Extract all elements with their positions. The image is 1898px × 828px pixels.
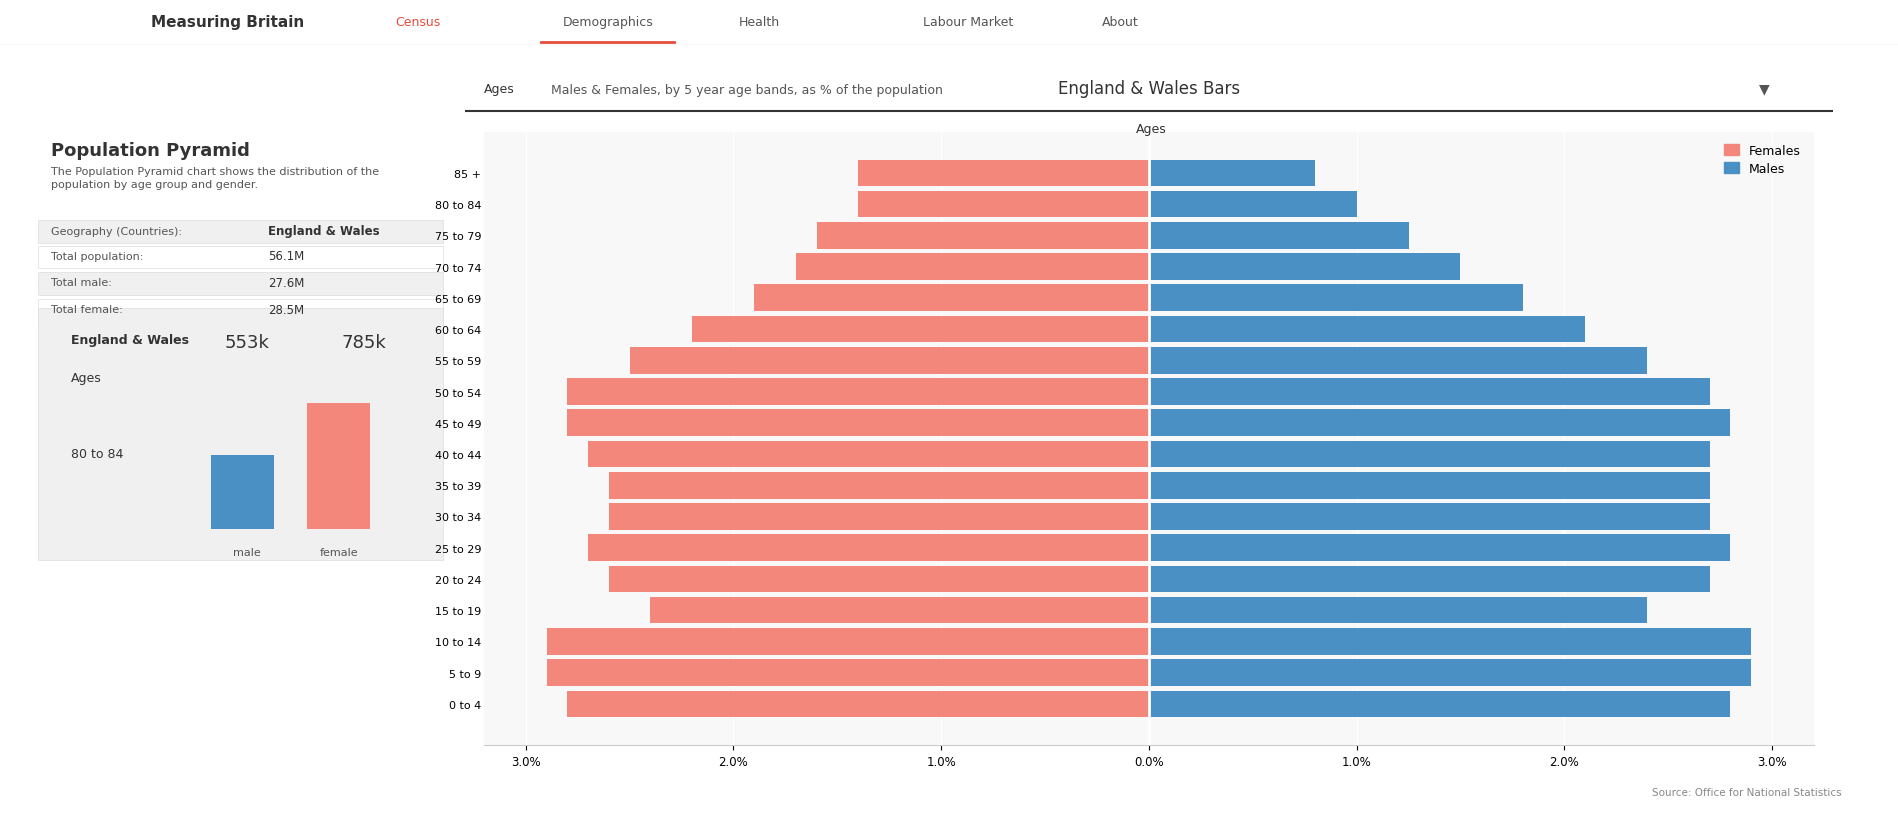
Text: Population Pyramid - Census: Population Pyramid - Census [702, 65, 1196, 93]
Text: Labour Market: Labour Market [922, 17, 1014, 29]
Text: male: male [233, 548, 260, 558]
Text: Total population:: Total population: [51, 252, 142, 262]
Bar [609, 503, 1148, 530]
Text: Health: Health [738, 17, 780, 29]
Bar [1148, 660, 1750, 686]
Bar [1148, 254, 1460, 281]
Text: 27.6M: 27.6M [268, 277, 304, 289]
Text: Measuring Britain: Measuring Britain [152, 15, 304, 31]
Text: Males & Females, by 5 year age bands, as % of the population: Males & Females, by 5 year age bands, as… [550, 84, 941, 97]
Bar [1148, 566, 1708, 593]
Bar [1148, 223, 1408, 249]
Bar [1148, 691, 1729, 717]
Text: The Population Pyramid chart shows the distribution of the
population by age gro: The Population Pyramid chart shows the d… [51, 167, 378, 190]
Bar [1148, 348, 1646, 374]
Bar [1148, 441, 1708, 468]
Bar [1148, 597, 1646, 623]
Text: 56.1M: 56.1M [268, 250, 304, 263]
Text: England & Wales: England & Wales [72, 334, 190, 347]
Bar [1148, 378, 1708, 405]
Text: 785k: 785k [342, 334, 385, 352]
Bar [691, 316, 1148, 343]
FancyBboxPatch shape [38, 300, 442, 323]
Legend: Females, Males: Females, Males [1718, 139, 1807, 182]
Bar [649, 597, 1148, 623]
Text: Total female:: Total female: [51, 305, 121, 315]
Text: Population Pyramid: Population Pyramid [51, 142, 249, 160]
Text: Total male:: Total male: [51, 278, 112, 288]
FancyBboxPatch shape [38, 272, 442, 296]
Text: Source: Office for National Statistics: Source: Office for National Statistics [1651, 787, 1841, 797]
Bar [795, 254, 1148, 281]
Text: 553k: 553k [224, 334, 270, 352]
Bar [754, 285, 1148, 311]
Bar [588, 535, 1148, 561]
Text: England & Wales: England & Wales [268, 224, 380, 238]
Bar [588, 441, 1148, 468]
Bar [568, 691, 1148, 717]
FancyBboxPatch shape [38, 221, 442, 244]
Bar [1148, 628, 1750, 655]
Bar [1148, 535, 1729, 561]
Text: Demographics: Demographics [562, 17, 653, 29]
FancyBboxPatch shape [38, 309, 442, 561]
Bar [1148, 285, 1522, 311]
Text: Ages: Ages [1135, 123, 1165, 136]
Bar [858, 191, 1148, 218]
Text: Census: Census [395, 17, 440, 29]
Text: female: female [319, 548, 359, 558]
Text: Ages: Ages [72, 372, 102, 384]
Text: Geography (Countries):: Geography (Countries): [51, 226, 182, 236]
Text: Ages: Ages [484, 83, 514, 96]
Bar [568, 410, 1148, 436]
FancyBboxPatch shape [211, 455, 273, 529]
Text: England & Wales Bars: England & Wales Bars [1057, 80, 1239, 98]
Bar [1148, 316, 1585, 343]
FancyBboxPatch shape [38, 247, 442, 269]
FancyBboxPatch shape [307, 403, 370, 529]
Text: 28.5M: 28.5M [268, 303, 304, 316]
Bar [1148, 161, 1313, 187]
Bar [1148, 473, 1708, 499]
Bar [609, 566, 1148, 593]
Bar [1148, 410, 1729, 436]
Text: 80 to 84: 80 to 84 [72, 447, 123, 460]
Bar [1148, 503, 1708, 530]
Bar [630, 348, 1148, 374]
Text: About: About [1101, 17, 1139, 29]
Bar [816, 223, 1148, 249]
Bar [547, 628, 1148, 655]
Bar [1148, 191, 1355, 218]
Bar [547, 660, 1148, 686]
Bar [568, 378, 1148, 405]
Text: ▼: ▼ [1758, 82, 1769, 96]
Bar [609, 473, 1148, 499]
Bar [858, 161, 1148, 187]
